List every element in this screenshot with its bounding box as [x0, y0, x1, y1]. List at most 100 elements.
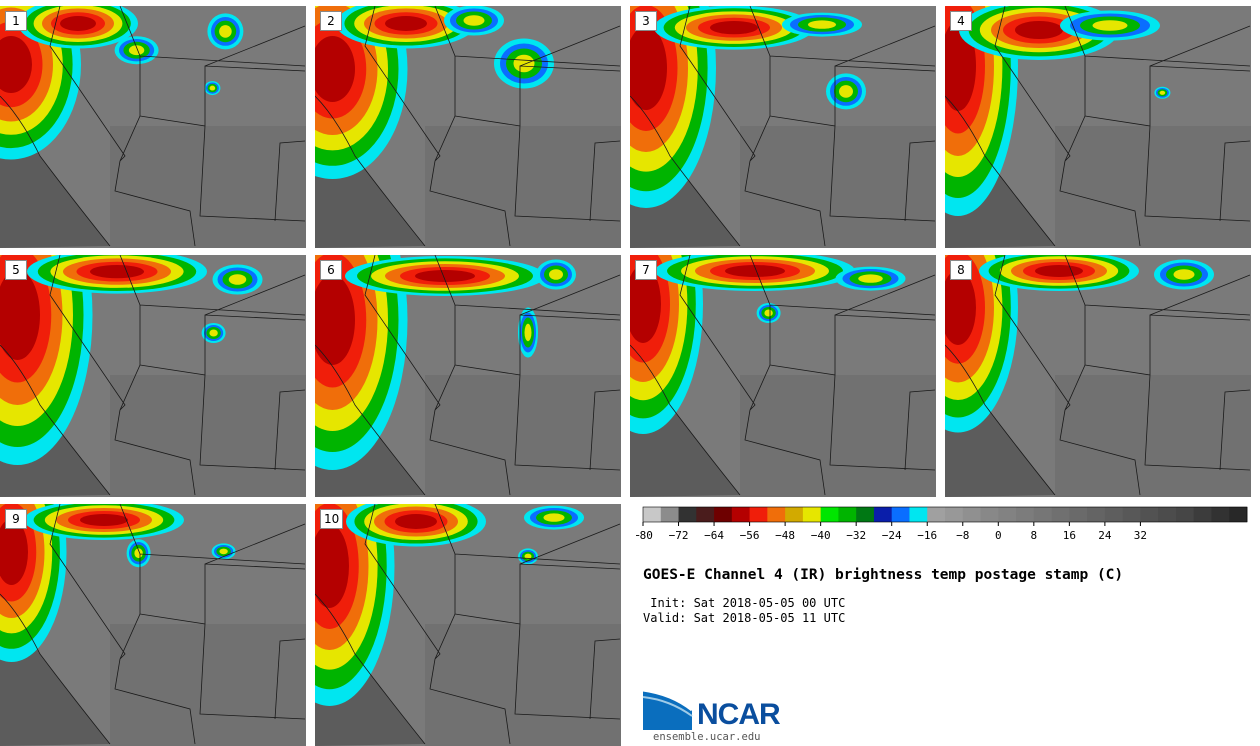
colorbar-swatch: [873, 507, 893, 522]
colorbar-swatch: [1104, 507, 1124, 522]
colorbar-swatch: [927, 507, 946, 522]
cloud-top: [710, 21, 758, 35]
cloud-top: [60, 16, 96, 31]
ocean-area: [945, 345, 1055, 497]
cloud-top: [945, 270, 976, 345]
cloud-top: [1092, 20, 1128, 31]
colorbar-tick-label: −48: [775, 529, 795, 542]
colorbar: −80 −72 −64 −56 −48 −40 −32 −24 −16 −8 0 8 16 24 32: [636, 506, 1248, 542]
coastline: [630, 344, 741, 496]
panel-number-label: 9: [5, 509, 27, 529]
cloud-top: [1159, 90, 1166, 95]
colorbar-swatch: [1069, 507, 1088, 522]
colorbar-swatch: [1193, 507, 1212, 522]
satellite-map: [945, 255, 1251, 497]
cloud-top: [0, 270, 40, 360]
map-panel: 2: [315, 6, 621, 248]
colorbar-swatch: [714, 507, 733, 522]
state-borders: [49, 6, 306, 247]
state-borders: [364, 6, 621, 247]
satellite-map: [0, 6, 306, 248]
state-borders: [49, 504, 306, 745]
colorbar-swatch: [1087, 507, 1106, 522]
map-panel: 3: [630, 6, 936, 248]
cloud-top: [0, 36, 32, 93]
colorbar-swatch: [998, 507, 1017, 522]
logo-url: ensemble.ucar.edu: [653, 731, 761, 743]
colorbar-tick-label: −40: [811, 529, 831, 542]
colorbar-tick-label: 16: [1063, 529, 1076, 542]
cloud-top: [0, 519, 28, 585]
colorbar-swatch: [1016, 507, 1035, 522]
map-panel: 1: [0, 6, 306, 248]
cloud-top: [128, 45, 145, 56]
cloud-top: [80, 514, 128, 526]
coastline: [315, 344, 426, 496]
colorbar-swatch: [1158, 507, 1177, 522]
coastline: [315, 593, 426, 745]
colorbar-swatch: [945, 507, 964, 522]
ocean-area: [630, 96, 740, 248]
cloud-top: [808, 20, 836, 29]
cloud-top: [764, 309, 773, 317]
cloud-top: [858, 274, 883, 283]
colorbar-tick-label: 8: [1031, 529, 1038, 542]
colorbar-swatch: [1229, 507, 1248, 522]
cloud-top: [134, 548, 143, 559]
colorbar-tick-label: −8: [956, 529, 969, 542]
satellite-map: [0, 504, 306, 746]
colorbar-tick-label: −64: [704, 529, 724, 542]
figure-title: GOES-E Channel 4 (IR) brightness temp po…: [643, 567, 1124, 583]
cloud-top: [524, 553, 532, 560]
satellite-map: [0, 255, 306, 497]
cloud-top: [219, 548, 228, 555]
cloud-top: [395, 514, 437, 529]
coastline: [315, 95, 426, 247]
colorbar-tick-label: 32: [1134, 529, 1147, 542]
colorbar-swatch: [962, 507, 981, 522]
map-panel: 6: [315, 255, 621, 497]
ocean-area: [0, 594, 110, 746]
cloud-top: [549, 269, 563, 280]
cloud-top: [1015, 21, 1063, 39]
satellite-map: [315, 6, 621, 248]
state-borders: [364, 255, 621, 496]
state-borders: [679, 6, 936, 247]
valid-time: Valid: Sat 2018-05-05 11 UTC: [643, 611, 846, 625]
coastline: [0, 593, 111, 745]
colorbar-swatch: [856, 507, 875, 522]
colorbar-swatch: [731, 507, 750, 522]
satellite-map: [945, 6, 1251, 248]
panel-number-label: 5: [5, 260, 27, 280]
state-borders: [679, 255, 936, 496]
colorbar-swatch: [767, 507, 786, 522]
colorbar-swatch: [678, 507, 697, 522]
panel-number-label: 1: [5, 11, 27, 31]
colorbar-swatch: [785, 507, 804, 522]
panel-number-label: 3: [635, 11, 657, 31]
colorbar-swatch: [802, 507, 822, 522]
ncar-logo-icon: [642, 688, 693, 730]
ocean-area: [315, 594, 425, 746]
cloud-top: [315, 275, 355, 365]
cloud-top: [524, 323, 532, 342]
coastline: [0, 95, 111, 247]
colorbar-swatch: [891, 507, 910, 522]
state-borders: [994, 6, 1251, 247]
cloud-top: [839, 85, 853, 98]
cloud-top: [725, 265, 785, 277]
map-panel: 4: [945, 6, 1251, 248]
panel-number-label: 2: [320, 11, 342, 31]
colorbar-swatch: [1175, 507, 1195, 522]
ocean-area: [0, 96, 110, 248]
coastline: [630, 95, 741, 247]
colorbar-swatch: [1211, 507, 1230, 522]
colorbar-swatch: [820, 507, 839, 522]
colorbar-swatch: [1033, 507, 1052, 522]
init-time: Init: Sat 2018-05-05 00 UTC: [643, 596, 846, 610]
colorbar-tick-label: −72: [669, 529, 689, 542]
colorbar-swatch: [643, 507, 662, 522]
cloud-top: [463, 15, 485, 26]
panel-number-label: 6: [320, 260, 342, 280]
panel-number-label: 4: [950, 11, 972, 31]
